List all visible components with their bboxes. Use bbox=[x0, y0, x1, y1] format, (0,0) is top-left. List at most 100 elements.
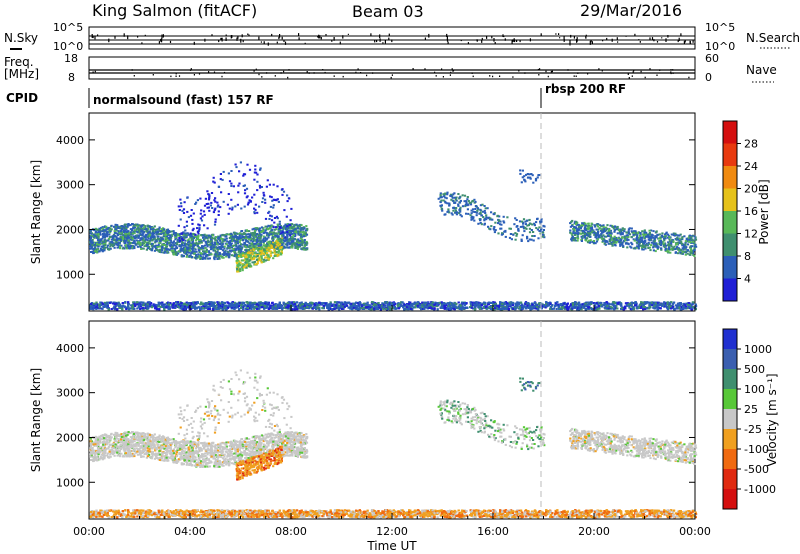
morning-band-power-cell bbox=[234, 252, 236, 254]
morning-band-power-cell bbox=[140, 246, 142, 248]
upper-scatter-power-cell bbox=[204, 214, 206, 216]
morning-band-power-cell bbox=[254, 230, 256, 232]
morning-band-power-cell bbox=[284, 247, 286, 249]
upper-scatter-power-cell bbox=[247, 195, 249, 197]
morning-band-power-cell bbox=[94, 235, 96, 237]
strong-echo-power-cell bbox=[236, 264, 238, 266]
noise-sample bbox=[342, 35, 343, 38]
freq-sample bbox=[221, 76, 222, 78]
strong-echo-power-cell bbox=[256, 248, 258, 250]
upper-scatter-power-cell bbox=[201, 220, 203, 222]
morning-band-power-cell bbox=[141, 229, 143, 231]
upper-scatter-power-cell bbox=[246, 188, 248, 190]
morning-band-power-cell bbox=[145, 228, 147, 230]
morning-band-power-cell bbox=[151, 239, 153, 241]
freq-tick-bottom: 8 bbox=[68, 71, 75, 84]
station-title: King Salmon (fitACF) bbox=[92, 1, 257, 20]
upper-scatter-power-cell bbox=[279, 226, 281, 228]
upper-scatter-power-cell bbox=[228, 213, 230, 215]
upper-scatter-power-cell bbox=[178, 225, 180, 227]
freq-sample bbox=[358, 68, 359, 70]
strong-echo-power-cell bbox=[245, 253, 247, 255]
morning-band-power-cell bbox=[185, 235, 187, 237]
strong-echo-power-cell bbox=[248, 256, 250, 258]
morning-band-power-cell bbox=[182, 255, 184, 257]
cpid-mode-2: rbsp 200 RF bbox=[545, 82, 626, 96]
strong-echo-power-cell bbox=[266, 245, 268, 247]
morning-band-power-cell bbox=[180, 248, 182, 250]
morning-band-power-cell bbox=[213, 242, 215, 244]
morning-band-power-cell bbox=[294, 242, 296, 244]
upper-scatter-power-cell bbox=[280, 232, 282, 234]
upper-scatter-power-cell bbox=[240, 208, 242, 210]
morning-band-power-cell bbox=[149, 226, 151, 228]
morning-band-power-cell bbox=[159, 239, 161, 241]
upper-scatter-power-cell bbox=[218, 210, 220, 212]
strong-echo-power-cell bbox=[263, 245, 265, 247]
noise-sample bbox=[160, 39, 161, 42]
morning-band-power-cell bbox=[292, 238, 294, 240]
noise-sample bbox=[385, 40, 386, 44]
morning-band-power-cell bbox=[139, 242, 141, 244]
afternoon-band-power-cell bbox=[531, 235, 533, 237]
strong-echo-power-cell bbox=[247, 252, 249, 254]
upper-scatter-power-cell bbox=[256, 189, 258, 191]
noise-sample bbox=[108, 39, 109, 43]
noise-sample bbox=[428, 34, 429, 38]
morning-band-power-cell bbox=[200, 252, 202, 254]
morning-band-power-cell bbox=[304, 239, 306, 241]
noise-sample bbox=[248, 35, 249, 36]
noise-sample bbox=[114, 36, 115, 39]
strong-echo-power-cell bbox=[241, 268, 243, 270]
morning-band-power-cell bbox=[119, 232, 121, 234]
morning-band-power-cell bbox=[202, 237, 204, 239]
morning-band-power-cell bbox=[143, 235, 145, 237]
morning-band-power-cell bbox=[127, 240, 129, 242]
noise-sample bbox=[665, 38, 666, 42]
morning-band-power-cell bbox=[151, 247, 153, 249]
freq-sample bbox=[452, 68, 453, 70]
freq-sample bbox=[453, 70, 454, 72]
upper-scatter-power-cell bbox=[203, 224, 205, 226]
morning-band-power-cell bbox=[304, 227, 306, 229]
morning-band-power-cell bbox=[133, 225, 135, 227]
morning-band-power-cell bbox=[154, 225, 156, 227]
morning-band-power-cell bbox=[252, 241, 254, 243]
strong-echo-power-cell bbox=[280, 253, 282, 255]
strong-echo-power-cell bbox=[256, 263, 258, 265]
upper-scatter-power-cell bbox=[184, 201, 186, 203]
morning-band-power-cell bbox=[172, 242, 174, 244]
morning-band-power-cell bbox=[245, 246, 247, 248]
morning-band-power-cell bbox=[235, 245, 237, 247]
morning-band-power-cell bbox=[292, 230, 294, 232]
morning-band-power-cell bbox=[176, 247, 178, 249]
noise-sample bbox=[370, 33, 371, 36]
noise-sample bbox=[541, 33, 542, 36]
upper-scatter-power-cell bbox=[196, 227, 198, 229]
freq-sample bbox=[671, 73, 672, 75]
morning-band-power-cell bbox=[241, 230, 243, 232]
upper-scatter-power-cell bbox=[197, 231, 199, 233]
noise-sample bbox=[516, 40, 517, 42]
noise-sample bbox=[240, 39, 241, 43]
morning-band-power-cell bbox=[136, 240, 138, 242]
strong-echo-power-cell bbox=[256, 259, 258, 261]
freq-sample bbox=[574, 75, 575, 77]
upper-scatter-power-cell bbox=[286, 225, 288, 227]
morning-band-power-cell bbox=[223, 257, 225, 259]
morning-band-power-cell bbox=[294, 244, 296, 246]
morning-band-power-cell bbox=[106, 233, 108, 235]
freq-sample bbox=[443, 76, 444, 78]
noise-sample bbox=[569, 40, 570, 44]
upper-scatter-power-cell bbox=[269, 184, 271, 186]
freq-sample bbox=[633, 71, 634, 73]
morning-band-power-cell bbox=[246, 229, 248, 231]
noise-sample bbox=[520, 40, 521, 42]
morning-band-power-cell bbox=[217, 247, 219, 249]
morning-band-power-cell bbox=[202, 254, 204, 256]
morning-band-power-cell bbox=[158, 242, 160, 244]
morning-band-power-cell bbox=[105, 240, 107, 242]
upper-scatter-power-cell bbox=[258, 206, 260, 208]
morning-band-power-cell bbox=[125, 227, 127, 229]
morning-band-power-cell bbox=[258, 230, 260, 232]
